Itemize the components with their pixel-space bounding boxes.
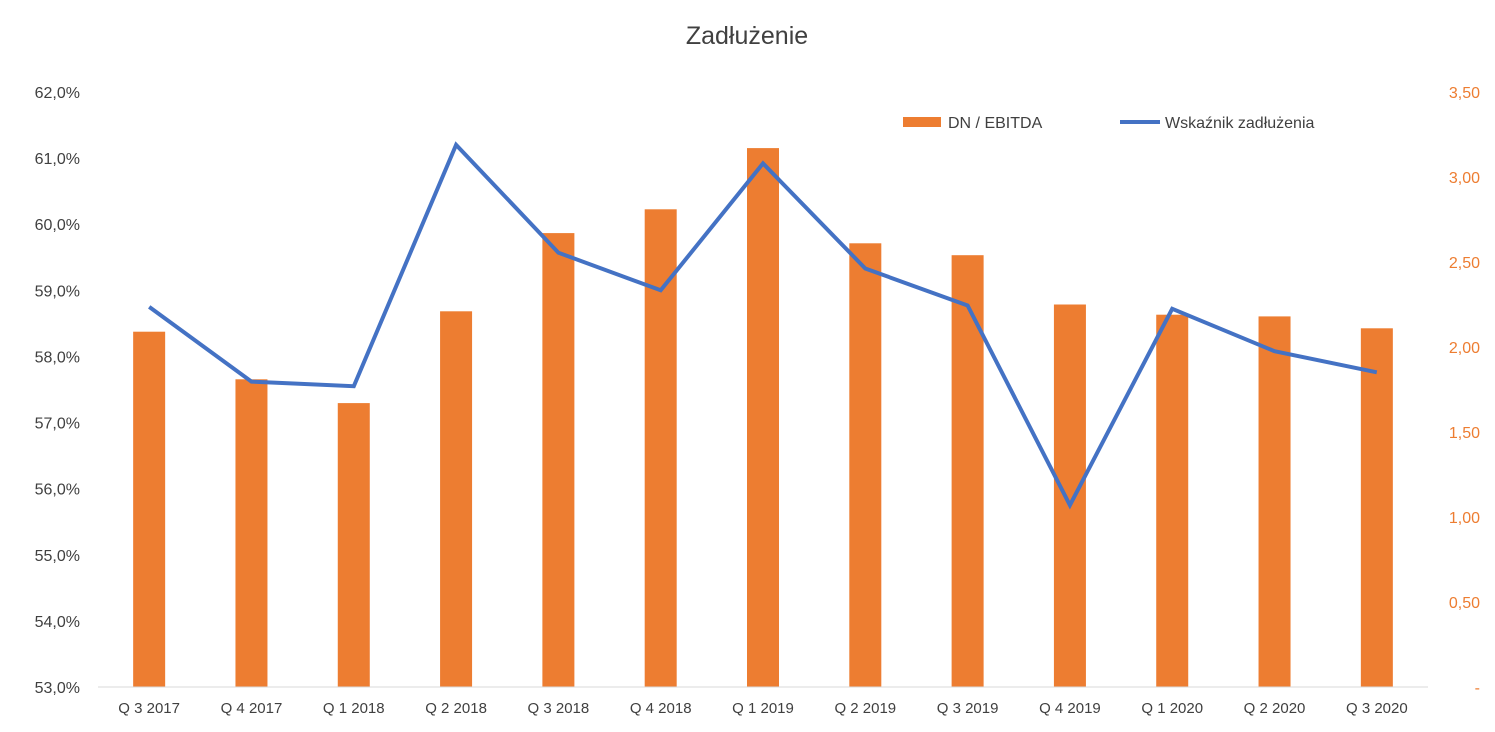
line-wskaznik-zadluzenia: [148, 141, 1378, 510]
bar-dn-ebitda: [747, 148, 779, 688]
x-axis-ticks: Q 3 2017 Q 4 2017 Q 1 2018 Q 2 2018 Q 3 2018…: [118, 700, 1407, 717]
left-axis-tick-label: 62,0%: [35, 85, 80, 102]
legend-label-wskaznik-zadluzenia: Wskaźnik zadłużenia: [1165, 115, 1315, 132]
left-axis-tick-label: 53,0%: [35, 680, 80, 697]
right-axis-ticks: - 0,50 1,00 1,50 2,00 2,50 3,00 3,50: [1449, 85, 1480, 697]
left-axis-tick-label: 61,0%: [35, 151, 80, 168]
left-axis-ticks: 53,0% 54,0% 55,0% 56,0% 57,0% 58,0% 59,0% 60,0%…: [35, 85, 80, 697]
left-axis-tick-label: 57,0%: [35, 416, 80, 433]
bar-dn-ebitda: [542, 233, 575, 687]
right-axis-tick-label: 0,50: [1449, 595, 1480, 612]
right-axis-tick-label: 3,50: [1449, 85, 1480, 102]
bar-dn-ebitda: [1360, 328, 1393, 687]
bar-series-dn-ebitda: [133, 148, 1393, 688]
x-axis-tick-label: Q 3 2019: [937, 700, 999, 717]
right-axis-tick-label: 1,00: [1449, 510, 1480, 527]
right-axis-tick-label: 3,00: [1449, 170, 1480, 187]
bar-dn-ebitda: [644, 209, 677, 688]
bar-dn-ebitda: [1258, 316, 1291, 687]
legend-swatch-dn-ebitda: [903, 117, 941, 127]
left-axis-tick-label: 60,0%: [35, 217, 80, 234]
x-axis-tick-label: Q 4 2018: [630, 700, 692, 717]
line-series-wskaznik-zadluzenia: [148, 141, 1378, 510]
bar-dn-ebitda: [133, 331, 166, 687]
bar-dn-ebitda: [951, 255, 984, 687]
x-axis-tick-label: Q 3 2017: [118, 700, 180, 717]
bar-dn-ebitda: [849, 243, 882, 688]
x-axis-tick-label: Q 4 2017: [221, 700, 283, 717]
left-axis-tick-label: 58,0%: [35, 349, 80, 366]
bar-dn-ebitda: [1053, 304, 1086, 687]
legend-label-dn-ebitda: DN / EBITDA: [948, 115, 1043, 132]
x-axis-tick-label: Q 3 2018: [528, 700, 590, 717]
bar-dn-ebitda: [440, 311, 473, 687]
left-axis-tick-label: 56,0%: [35, 482, 80, 499]
x-axis-tick-label: Q 2 2020: [1244, 700, 1306, 717]
x-axis-tick-label: Q 1 2018: [323, 700, 385, 717]
x-axis-tick-label: Q 4 2019: [1039, 700, 1101, 717]
bar-dn-ebitda: [235, 379, 268, 687]
x-axis-tick-label: Q 3 2020: [1346, 700, 1408, 717]
right-axis-tick-label: 2,00: [1449, 340, 1480, 357]
bar-dn-ebitda: [337, 403, 370, 687]
x-axis-tick-label: Q 2 2019: [834, 700, 896, 717]
left-axis-tick-label: 55,0%: [35, 548, 80, 565]
right-axis-tick-label: -: [1475, 680, 1480, 697]
left-axis-tick-label: 59,0%: [35, 283, 80, 300]
right-axis-tick-label: 2,50: [1449, 255, 1480, 272]
legend: DN / EBITDA Wskaźnik zadłużenia: [903, 115, 1315, 132]
bar-dn-ebitda: [1156, 314, 1189, 687]
x-axis-tick-label: Q 2 2018: [425, 700, 487, 717]
chart-title: Zadłużenie: [686, 22, 808, 50]
left-axis-tick-label: 54,0%: [35, 614, 80, 631]
x-axis-tick-label: Q 1 2019: [732, 700, 794, 717]
x-axis-tick-label: Q 1 2020: [1141, 700, 1203, 717]
right-axis-tick-label: 1,50: [1449, 425, 1480, 442]
